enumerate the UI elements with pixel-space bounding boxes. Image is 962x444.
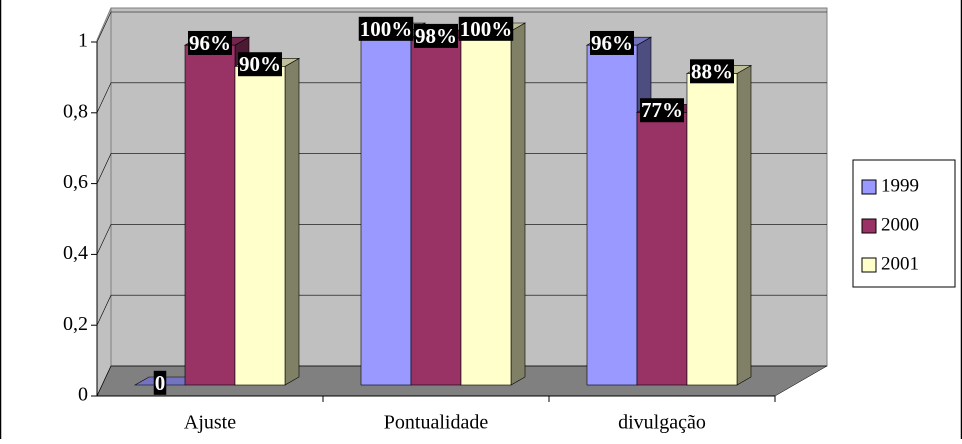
- value-label: 98%: [415, 24, 457, 48]
- bar: [184, 44, 236, 386]
- y-tick-label: 0,2: [63, 313, 88, 335]
- legend-swatch: [861, 257, 877, 273]
- value-label-bg: [153, 370, 167, 395]
- value-label: 100%: [460, 17, 513, 41]
- value-label-bg: [238, 52, 282, 77]
- legend-label: 2000: [881, 214, 919, 235]
- bar-side: [284, 57, 300, 386]
- side-wall: [96, 7, 112, 397]
- y-tick-label: 1: [78, 30, 88, 52]
- value-label: 90%: [239, 52, 281, 76]
- value-label-bg: [690, 59, 734, 84]
- legend-label: 1999: [881, 175, 919, 196]
- value-label-bg: [414, 23, 458, 48]
- value-label-bg: [188, 30, 232, 55]
- legend-label: 2001: [881, 253, 919, 274]
- y-tick-label: 0,4: [63, 242, 88, 264]
- bar-side: [736, 64, 752, 386]
- bar: [586, 44, 638, 386]
- bar: [234, 66, 286, 386]
- value-label-bg: [358, 16, 414, 41]
- y-tick-label: 0,8: [63, 100, 88, 122]
- value-label: 96%: [189, 31, 231, 55]
- value-label: 77%: [641, 98, 683, 122]
- value-label-bg: [458, 16, 514, 41]
- value-label: 100%: [360, 17, 413, 41]
- grid-line: [96, 11, 827, 43]
- bar-side: [510, 22, 526, 386]
- x-tick-label: Ajuste: [184, 412, 236, 434]
- value-label-bg: [640, 98, 684, 123]
- x-tick-label: Pontualidade: [384, 412, 489, 434]
- bar: [460, 30, 512, 386]
- legend-swatch: [861, 179, 877, 195]
- x-tick-label: divulgação: [618, 412, 706, 434]
- y-tick-label: 0,6: [63, 171, 88, 193]
- value-label: 88%: [691, 59, 733, 83]
- value-label: 96%: [591, 31, 633, 55]
- bar: [686, 73, 738, 386]
- bar: [410, 37, 462, 386]
- bar: [360, 30, 412, 386]
- value-label-bg: [590, 30, 634, 55]
- y-tick-label: 0: [78, 384, 88, 406]
- legend-swatch: [861, 218, 877, 234]
- value-label: 0: [155, 371, 166, 395]
- bar: [636, 112, 688, 386]
